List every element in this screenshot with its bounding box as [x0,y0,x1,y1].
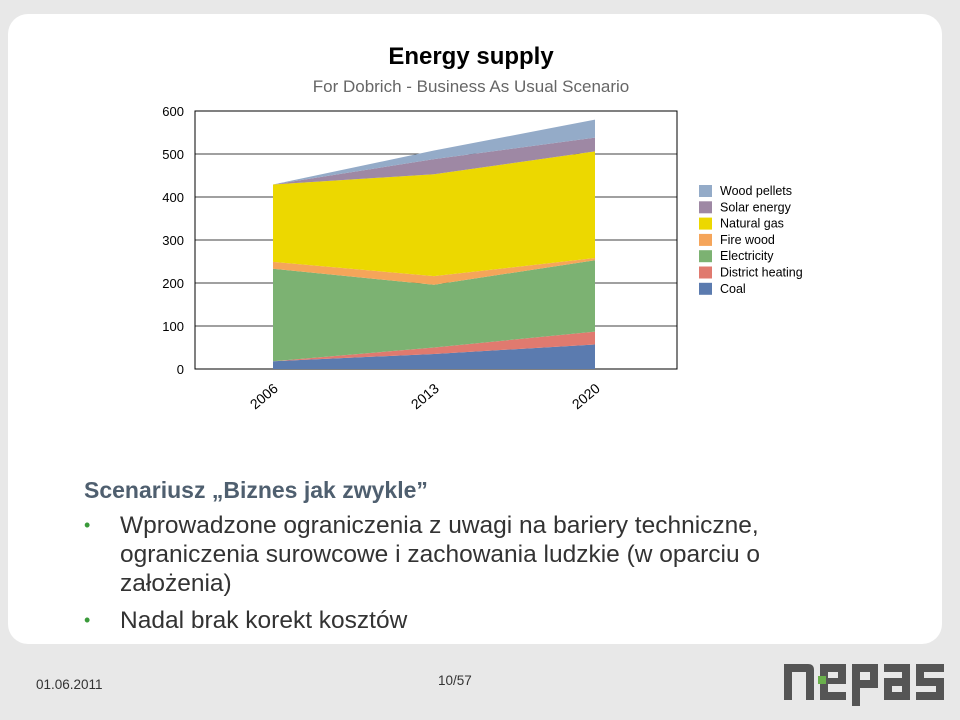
x-tick-label: 2006 [247,380,281,412]
legend-swatch [699,233,712,246]
y-tick-label: 300 [162,233,184,248]
bullet-marker: • [84,515,91,535]
legend-label: Wood pellets [720,184,792,198]
area-series-fire-wood [273,258,595,285]
y-tick-label: 0 [177,362,184,377]
y-tick-label: 200 [162,276,184,291]
chart-subtitle: For Dobrich - Business As Usual Scenario [313,77,630,96]
energy-supply-chart: Energy supply For Dobrich - Business As … [162,43,803,412]
bullet-item: • Wprowadzone ograniczenia z uwagi na ba… [84,511,844,598]
legend-label: Natural gas [720,217,784,231]
bullet-item: • Nadal brak korekt kosztów [84,606,844,635]
bullet-text: Nadal brak korekt kosztów [120,607,408,634]
legend-swatch [699,282,712,295]
page-number: 10/57 [438,673,472,688]
slide-heading: Scenariusz „Biznes jak zwykle” [84,477,428,503]
x-axis: 2006 2013 2020 [247,380,603,412]
bullet-text: Wprowadzone ograniczenia z uwagi na bari… [120,512,761,597]
legend-swatch [699,250,712,263]
legend-label: Solar energy [720,200,792,214]
legend-swatch [699,185,712,197]
area-series-wood-pellets [273,119,595,185]
chart-legend: Wood pellets Solar energy Natural gas Fire … [699,184,803,296]
x-tick-label: 2013 [408,380,442,412]
legend-swatch [699,201,712,214]
area-series-solar-energy [273,137,595,185]
chart-title: Energy supply [388,43,554,70]
y-tick-label: 500 [162,147,184,162]
y-tick-label: 400 [162,190,184,205]
x-tick-label: 2020 [569,380,603,412]
legend-swatch [699,266,712,279]
legend-label: District heating [720,266,803,280]
area-series-district-heating [273,331,595,362]
bullet-list: • Wprowadzone ograniczenia z uwagi na ba… [84,511,844,643]
y-tick-label: 600 [162,104,184,119]
legend-label: Coal [720,282,746,296]
area-series-natural-gas [273,151,595,277]
legend-label: Electricity [720,249,774,263]
y-tick-label: 100 [162,319,184,334]
y-axis: 0 100 200 300 400 500 600 [162,104,184,377]
footer-date: 01.06.2011 [36,677,103,692]
nepas-logo [784,664,944,706]
bullet-marker: • [84,610,91,630]
area-series-electricity [273,260,595,362]
legend-swatch [699,217,712,230]
legend-label: Fire wood [720,233,775,247]
chart-areas [273,119,595,369]
area-series-coal [273,344,595,369]
